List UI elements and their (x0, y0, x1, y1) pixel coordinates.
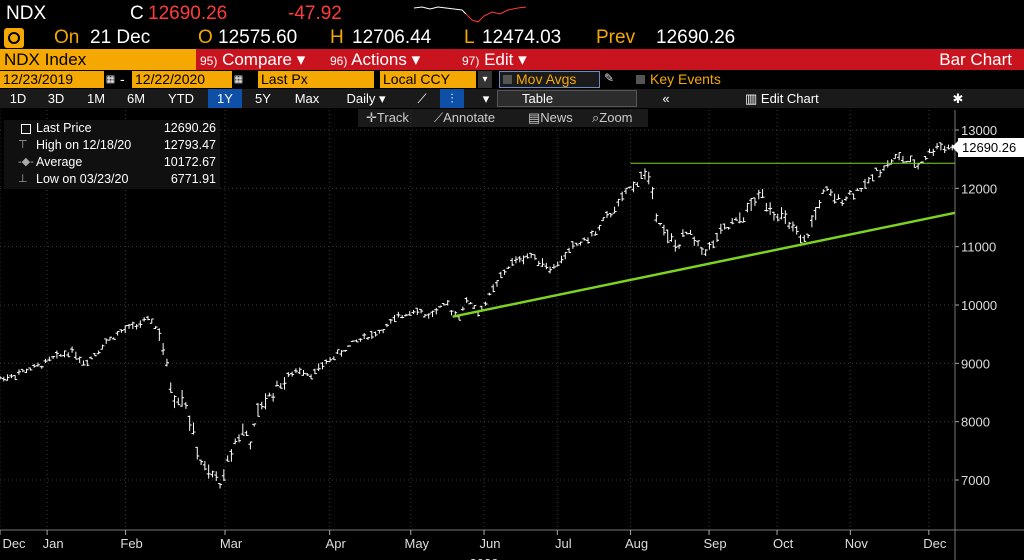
price-chart[interactable]: 7000 8000 9000 10000 11000 12000 13000 Dec Jan Fe… (0, 110, 1024, 560)
chart-type-title: Bar Chart (939, 50, 1012, 69)
period-3d[interactable]: 3D (47, 91, 65, 106)
date-controls: 12/23/2019 ▦ - 12/22/2020 ▦ Last Px Loca… (0, 70, 1024, 89)
chevron-down-icon[interactable]: ▾ (482, 91, 490, 106)
x-tick-label: Aug (625, 536, 648, 551)
chevron-down-icon[interactable]: ▾ (478, 71, 492, 88)
actions-menu[interactable]: 96) Actions ▾ (330, 50, 421, 69)
intraday-sparkline (414, 6, 526, 23)
x-tick-label: Apr (326, 536, 347, 551)
open-value: 12575.60 (218, 27, 298, 48)
period-6m[interactable]: 6M (126, 91, 146, 106)
x-tick-label: Oct (773, 536, 794, 551)
x-axis-label: 2020 (470, 556, 499, 560)
clock-icon[interactable] (4, 28, 24, 48)
x-tick-label: Dec (923, 536, 947, 551)
quote-date: 21 Dec (90, 27, 151, 48)
y-tick-label: 9000 (961, 356, 990, 371)
calendar-icon[interactable]: ▦ (105, 71, 116, 88)
low-marker-icon: ⊥ (18, 173, 28, 185)
x-tick-label: Mar (220, 536, 243, 551)
quote-header: NDX C 12690.26 -47.92 (0, 0, 1024, 28)
prev-label: Prev (596, 27, 636, 48)
legend-last-value: 12690.26 (163, 121, 216, 135)
last-price-badge: 12690.26 (952, 138, 1024, 157)
collapse-icon[interactable]: « (662, 91, 670, 106)
legend-low-label: Low on 03/23/20 (36, 172, 129, 186)
price-change: -47.92 (288, 3, 342, 24)
close-label: C (130, 3, 144, 24)
calendar-icon[interactable]: ▦ (233, 71, 244, 88)
legend-avg-value: 10172.67 (163, 155, 216, 169)
track-tool[interactable]: ✛ Track (366, 110, 409, 125)
currency-selector[interactable]: Local CCY (380, 71, 476, 88)
security-field[interactable]: NDX Index (0, 49, 196, 70)
trend-line (452, 211, 956, 318)
low-label: L (464, 27, 475, 48)
x-tick-label: Jul (555, 536, 572, 551)
x-tick-label: Jun (480, 536, 501, 551)
bar-chart-icon[interactable]: ⫶ (440, 89, 464, 108)
x-tick-label: Nov (845, 536, 869, 551)
line-chart-icon[interactable]: ⟋ (417, 91, 427, 106)
x-tick-label: Dec (2, 536, 26, 551)
period-max[interactable]: Max (294, 91, 320, 106)
pencil-icon[interactable]: ✎ (604, 71, 615, 85)
legend-high-value: 12793.47 (163, 138, 216, 152)
prev-value: 12690.26 (656, 27, 736, 48)
x-tick-label: May (404, 536, 429, 551)
gear-icon[interactable]: ✱ (952, 91, 964, 106)
compare-menu[interactable]: 95) Compare ▾ (200, 50, 306, 69)
x-tick-label: Feb (120, 536, 142, 551)
edit-chart-button[interactable]: ▥ Edit Chart (745, 91, 819, 106)
chart-tools: ✛ Track ⟋ Annotate ▤ News ⌕ Zoom (358, 109, 648, 127)
y-tick-label: 12000 (961, 181, 997, 196)
high-marker-icon: ⊤ (18, 139, 28, 151)
period-5y[interactable]: 5Y (255, 91, 271, 106)
zoom-tool[interactable]: ⌕ Zoom (592, 110, 633, 125)
average-marker-icon: -◆- (18, 156, 34, 168)
period-1y[interactable]: 1Y (208, 89, 242, 108)
on-label: On (54, 27, 80, 48)
end-date-field[interactable]: 12/22/2020 (132, 71, 232, 88)
annotate-tool[interactable]: ⟋ Annotate (434, 110, 496, 125)
x-tick-label: Jan (43, 536, 64, 551)
legend-avg-label: Average (36, 155, 83, 169)
key-events-toggle[interactable]: Key Events (634, 71, 721, 88)
ohlc-row: On 21 Dec O 12575.60 H 12706.44 L 12474.… (0, 26, 1024, 50)
period-1d[interactable]: 1D (9, 91, 27, 106)
period-bar: 1D 3D 1M 6M YTD 1Y 5Y Max Daily ▾ ⟋ ⫶ ▾ … (0, 89, 1024, 108)
legend-last-label: Last Price (36, 121, 92, 135)
y-tick-label: 8000 (961, 415, 990, 430)
y-tick-label: 7000 (961, 473, 990, 488)
y-tick-label: 10000 (961, 298, 997, 313)
low-value: 12474.03 (482, 27, 562, 48)
chart-legend: Last Price 12690.26 ⊤ High on 12/18/20 1… (4, 120, 220, 189)
period-1m[interactable]: 1M (86, 91, 106, 106)
table-button[interactable]: Table (497, 90, 637, 107)
open-label: O (198, 27, 213, 48)
legend-low-value: 6771.91 (170, 172, 216, 186)
edit-menu[interactable]: 97) Edit ▾ (462, 50, 527, 69)
high-label: H (330, 27, 344, 48)
last-price: 12690.26 (148, 3, 228, 24)
date-dash: - (120, 71, 125, 87)
period-ytd[interactable]: YTD (168, 91, 194, 106)
ticker-symbol: NDX (6, 3, 47, 24)
field-selector[interactable]: Last Px (258, 71, 374, 88)
function-bar: NDX Index 95) Compare ▾ 96) Actions ▾ 97… (0, 49, 1024, 70)
news-tool[interactable]: ▤ News (528, 110, 573, 125)
start-date-field[interactable]: 12/23/2019 (0, 71, 104, 88)
x-tick-label: Sep (703, 536, 726, 551)
high-value: 12706.44 (352, 27, 432, 48)
legend-high-label: High on 12/18/20 (36, 138, 132, 152)
y-tick-label: 11000 (961, 240, 996, 255)
y-tick-label: 13000 (961, 123, 997, 138)
legend-checkbox[interactable] (21, 124, 31, 134)
frequency-selector[interactable]: Daily ▾ (346, 91, 386, 106)
mov-avgs-toggle[interactable]: Mov Avgs (499, 71, 600, 88)
